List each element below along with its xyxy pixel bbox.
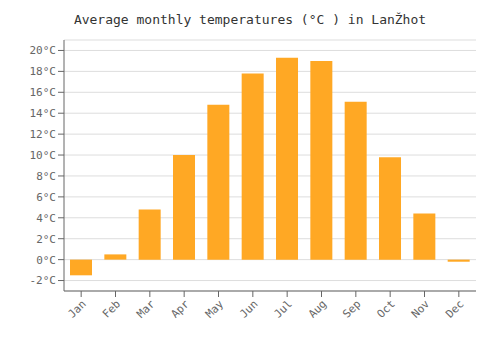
- svg-text:Jan: Jan: [66, 297, 89, 320]
- svg-text:Mar: Mar: [134, 297, 158, 321]
- svg-text:Dec: Dec: [443, 297, 466, 320]
- svg-text:10°C: 10°C: [30, 149, 57, 162]
- svg-text:Oct: Oct: [375, 297, 398, 320]
- svg-text:6°C: 6°C: [36, 191, 56, 204]
- svg-text:8°C: 8°C: [36, 170, 56, 183]
- svg-text:May: May: [203, 297, 227, 321]
- svg-text:Nov: Nov: [409, 297, 433, 321]
- svg-text:Apr: Apr: [169, 297, 193, 321]
- svg-text:18°C: 18°C: [30, 65, 57, 78]
- svg-text:Jun: Jun: [237, 297, 260, 320]
- svg-text:0°C: 0°C: [36, 254, 56, 267]
- svg-text:Aug: Aug: [306, 297, 329, 320]
- svg-text:2°C: 2°C: [36, 233, 56, 246]
- svg-text:16°C: 16°C: [30, 86, 57, 99]
- svg-text:12°C: 12°C: [30, 128, 57, 141]
- svg-text:Feb: Feb: [100, 297, 123, 320]
- svg-text:-2°C: -2°C: [30, 274, 57, 287]
- svg-text:Sep: Sep: [340, 297, 363, 320]
- svg-text:14°C: 14°C: [30, 107, 57, 120]
- html-text:Average monthly temperatures (: Average monthly temperatures (°C ) in La…: [73, 12, 427, 27]
- svg-text:20°C: 20°C: [30, 44, 57, 57]
- svg-text:4°C: 4°C: [36, 212, 56, 225]
- svg-text:Jul: Jul: [272, 297, 295, 320]
